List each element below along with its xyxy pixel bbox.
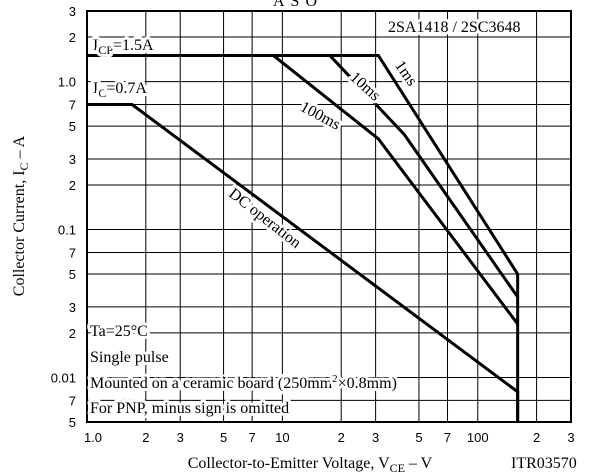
x-axis-label: Collector-to-Emitter Voltage, VCE – V — [188, 455, 433, 473]
x-tick-label: 2 — [533, 430, 540, 445]
x-tick-label: 100 — [467, 430, 489, 445]
x-tick-label: 5 — [220, 430, 227, 445]
y-tick-label: 0.01 — [51, 370, 76, 385]
y-tick-label: 7 — [69, 98, 76, 113]
y-axis-label: Collector Current, IC – A — [11, 135, 31, 296]
series-line — [87, 54, 520, 422]
y-tick-label: 7 — [69, 245, 76, 260]
plot-frame — [86, 10, 572, 423]
x-tick-label: 10 — [275, 430, 289, 445]
series-line — [87, 54, 519, 298]
y-tick-label: 2 — [69, 178, 76, 193]
y-tick-label: 3 — [69, 300, 76, 315]
lines — [87, 54, 520, 422]
series-line — [87, 54, 519, 325]
condition: Ta=25°C — [90, 323, 148, 340]
figure-code: ITR03570 — [511, 455, 577, 472]
x-tick-label: 3 — [177, 430, 184, 445]
y-tick-label: 2 — [69, 30, 76, 45]
grid — [86, 10, 572, 423]
condition: Mounted on a ceramic board (250mm2×0.8mm… — [90, 373, 397, 392]
ic-label: IC=0.7A — [93, 80, 147, 100]
y-tick-label: 0.1 — [58, 223, 76, 238]
x-tick-label: 3 — [567, 430, 574, 445]
condition: Single pulse — [90, 349, 169, 366]
y-tick-label: 7 — [69, 393, 76, 408]
series-label: DC operation — [225, 185, 304, 252]
model-label: 2SA1418 / 2SC3648 — [388, 19, 520, 36]
condition: For PNP, minus sign is omitted — [90, 400, 289, 417]
y-tick-label: 3 — [69, 4, 76, 19]
x-tick-label: 3 — [372, 430, 379, 445]
x-tick-label: 7 — [444, 430, 451, 445]
x-tick-label: 5 — [415, 430, 422, 445]
x-tick-label: 2 — [338, 430, 345, 445]
y-tick-label: 2 — [69, 326, 76, 341]
y-tick-label: 1.0 — [58, 75, 76, 90]
y-tick-label: 5 — [69, 119, 76, 134]
y-tick-label: 3 — [69, 152, 76, 167]
icp-label: ICP=1.5A — [93, 37, 154, 57]
x-tick-label: 1.0 — [84, 430, 102, 445]
x-tick-label: 7 — [249, 430, 256, 445]
series-label: 10ms — [346, 69, 383, 105]
x-tick-label: 2 — [142, 430, 149, 445]
y-tick-label: 5 — [69, 415, 76, 430]
y-tick-label: 5 — [69, 267, 76, 282]
chart-title: ASO — [273, 0, 323, 10]
